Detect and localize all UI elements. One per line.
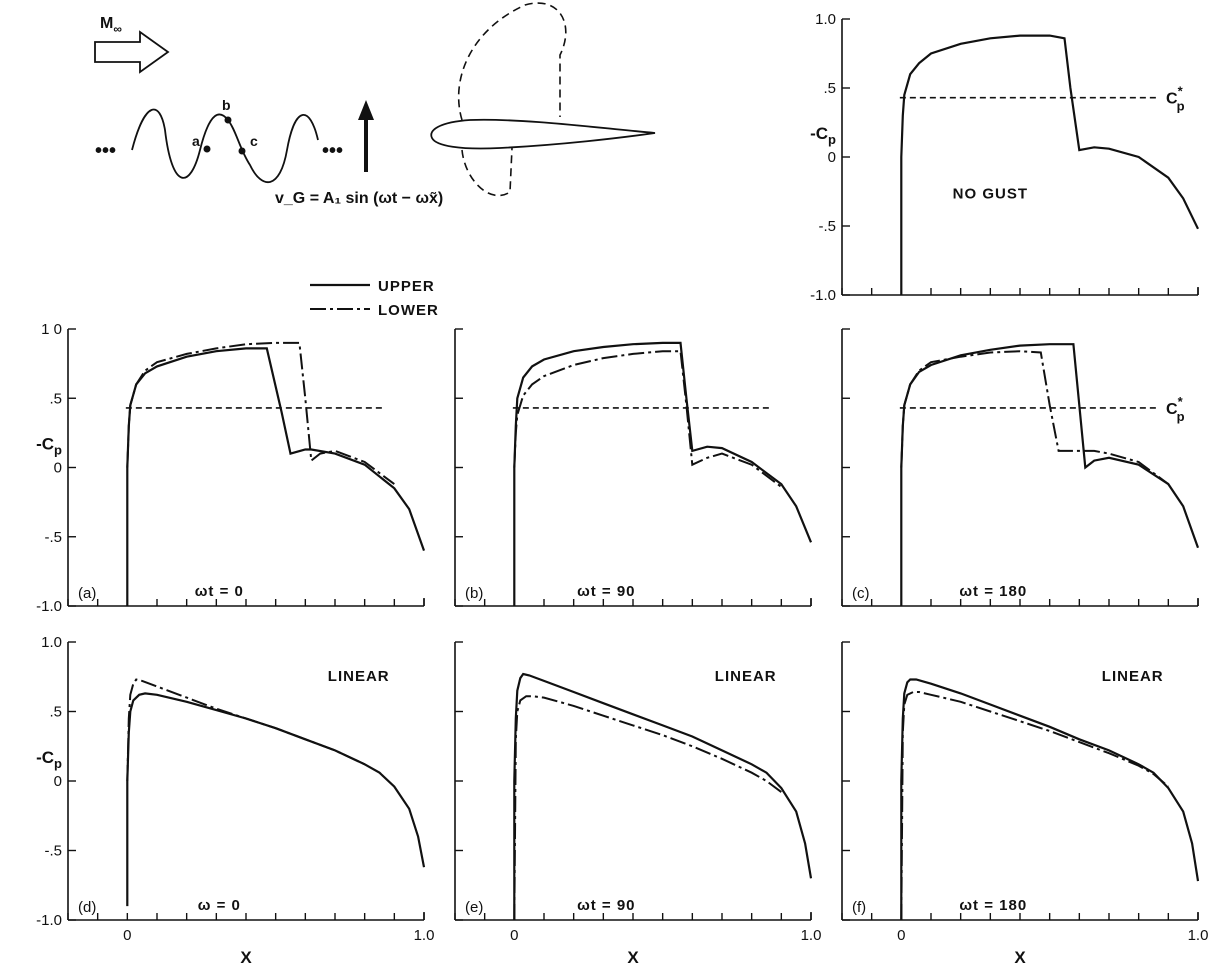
series-upper-line bbox=[900, 343, 1200, 606]
panel-d: 1.0 .5 0 -.5 -1.0 0 1.0 X -Cp (d) ω = 0 LINEAR bbox=[36, 634, 434, 967]
panel-note: ωt = 180 bbox=[959, 583, 1027, 600]
wave-label-b: b bbox=[222, 97, 231, 113]
x-axis-title: X bbox=[627, 948, 639, 967]
y-tick-label: -1.0 bbox=[810, 287, 836, 304]
panel-note: ωt = 90 bbox=[577, 897, 635, 914]
critical-cp-label: C* p bbox=[1166, 394, 1185, 424]
panel-b: (b) ωt = 90 bbox=[454, 328, 813, 607]
chart-panels: 1.0 .5 0 -.5 -1.0 -Cp C* p NO GUST 1 0 .5 0 -.5 -1.0 -… bbox=[36, 11, 1208, 967]
series-lower-line bbox=[900, 691, 1169, 921]
pressure-envelope-upper bbox=[457, 2, 567, 121]
panel-c: C* p (c) ωt = 180 bbox=[841, 328, 1200, 607]
panel-f: 0 1.0 X (f) ωt = 180 LINEAR bbox=[841, 641, 1209, 967]
y-axis-title-subscript: p bbox=[828, 132, 836, 147]
wave-point-b bbox=[224, 116, 232, 124]
gust-velocity-arrowhead bbox=[358, 100, 374, 120]
series-upper-line bbox=[513, 341, 813, 606]
y-tick-label: 0 bbox=[828, 149, 836, 166]
y-tick-label: 0 bbox=[54, 773, 62, 790]
y-tick-label: -1.0 bbox=[36, 912, 62, 929]
gust-equation: v_G = A₁ sin (ωt − ωx̃) bbox=[275, 190, 443, 207]
y-axis-title: -Cp bbox=[36, 748, 62, 771]
pressure-envelope-lower bbox=[461, 147, 513, 197]
critical-cp-label-subscript: p bbox=[1177, 409, 1185, 424]
legend-upper-label: UPPER bbox=[378, 278, 435, 295]
y-axis-title-subscript: p bbox=[54, 756, 62, 771]
x-axis-title: X bbox=[240, 948, 252, 967]
y-tick-label: .5 bbox=[49, 390, 62, 407]
x-tick-label: 1.0 bbox=[1188, 927, 1209, 944]
wave-point-c bbox=[238, 147, 246, 155]
legend-lower-label: LOWER bbox=[378, 302, 439, 319]
x-tick-label: 1.0 bbox=[414, 927, 435, 944]
series-lower-line bbox=[513, 350, 782, 488]
freestream-label: M∞ bbox=[100, 15, 122, 36]
y-tick-label: 1.0 bbox=[41, 634, 62, 651]
x-tick-label: 1.0 bbox=[801, 927, 822, 944]
series-upper-line bbox=[126, 692, 426, 907]
y-tick-label: 1.0 bbox=[815, 11, 836, 28]
y-axis-title-subscript: p bbox=[54, 443, 62, 458]
panel-e: 0 1.0 X (e) ωt = 90 LINEAR bbox=[454, 641, 822, 967]
y-tick-label: .5 bbox=[49, 704, 62, 721]
freestream-subscript: ∞ bbox=[113, 22, 122, 36]
right-ellipsis: ••• bbox=[322, 140, 343, 162]
series-upper-line bbox=[513, 672, 813, 920]
critical-cp-label-subscript: p bbox=[1177, 99, 1185, 114]
panel-label: LINEAR bbox=[328, 668, 390, 685]
wave-point-a bbox=[203, 145, 211, 153]
panel-note: ωt = 180 bbox=[959, 897, 1027, 914]
panel-tag: (d) bbox=[78, 899, 96, 916]
panel-label: LINEAR bbox=[715, 668, 777, 685]
series-upper-line bbox=[900, 34, 1199, 295]
gust-schematic: M∞ ••• a b c ••• v_G = A₁ sin (ωt − ωx̃) bbox=[94, 2, 656, 207]
series-lower-line bbox=[126, 341, 395, 485]
y-tick-label: .5 bbox=[823, 80, 836, 97]
x-tick-label: 0 bbox=[123, 927, 131, 944]
y-tick-label: -.5 bbox=[44, 843, 62, 860]
panel-no-gust: 1.0 .5 0 -.5 -1.0 -Cp C* p NO GUST bbox=[810, 11, 1199, 304]
left-ellipsis: ••• bbox=[95, 140, 116, 162]
x-tick-label: 0 bbox=[510, 927, 518, 944]
panel-note: NO GUST bbox=[953, 185, 1028, 202]
panel-a: 1 0 .5 0 -.5 -1.0 -Cp (a) ωt = 0 bbox=[36, 321, 426, 615]
y-tick-label: -1.0 bbox=[36, 598, 62, 615]
panel-note: ωt = 90 bbox=[577, 583, 635, 600]
panel-tag: (e) bbox=[465, 899, 483, 916]
series-lower-line bbox=[126, 678, 366, 782]
legend: UPPER LOWER bbox=[310, 278, 439, 319]
panel-label: LINEAR bbox=[1102, 668, 1164, 685]
panel-tag: (b) bbox=[465, 585, 483, 602]
x-tick-label: 0 bbox=[897, 927, 905, 944]
y-tick-label: -.5 bbox=[818, 218, 836, 235]
series-lower-line bbox=[513, 695, 782, 921]
wave-label-c: c bbox=[250, 133, 258, 149]
panel-tag: (a) bbox=[78, 585, 96, 602]
critical-cp-label-star: * bbox=[1178, 84, 1184, 99]
panel-tag: (f) bbox=[852, 899, 866, 916]
y-tick-label: -.5 bbox=[44, 529, 62, 546]
panel-note: ωt = 0 bbox=[195, 583, 244, 600]
wave-label-a: a bbox=[192, 133, 200, 149]
freestream-arrow-icon bbox=[94, 30, 170, 74]
y-axis-title: -Cp bbox=[36, 435, 62, 458]
y-tick-label: 1 0 bbox=[41, 321, 62, 338]
panel-note: ω = 0 bbox=[198, 897, 241, 914]
y-axis-title: -Cp bbox=[810, 124, 836, 147]
x-axis-title: X bbox=[1014, 948, 1026, 967]
panel-tag: (c) bbox=[852, 585, 870, 602]
critical-cp-label-star: * bbox=[1178, 394, 1184, 409]
critical-cp-label: C* p bbox=[1166, 84, 1185, 114]
series-upper-line bbox=[900, 678, 1200, 920]
series-lower-line bbox=[900, 350, 1169, 485]
series-upper-line bbox=[126, 347, 426, 606]
y-tick-label: 0 bbox=[54, 460, 62, 477]
airfoil-outline bbox=[430, 118, 656, 150]
